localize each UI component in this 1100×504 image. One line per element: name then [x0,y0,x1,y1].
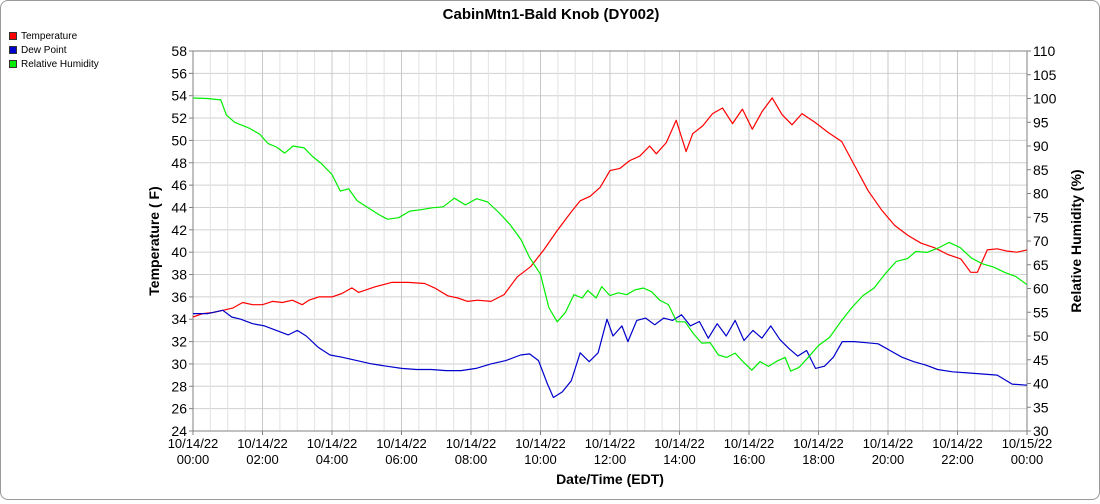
right-y-tick-label: 75 [1033,209,1049,225]
right-y-tick-label: 80 [1033,186,1049,202]
legend-item-relative-humidity: Relative Humidity [9,57,99,71]
series-line-temperature [192,97,1028,318]
right-y-tick-label: 40 [1033,376,1049,392]
series-layer [192,97,1028,399]
legend: Temperature Dew Point Relative Humidity [9,29,99,71]
x-tick-date-label: 10/14/22 [793,436,844,451]
left-y-tick-label: 36 [171,289,187,305]
x-tick-date-label: 10/14/22 [654,436,705,451]
x-tick-date-label: 10/14/22 [863,436,914,451]
left-y-tick-label: 24 [171,423,187,439]
legend-label: Dew Point [21,44,67,56]
series-line-dew-point [193,309,1028,399]
x-tick-date-label: 10/14/22 [307,436,358,451]
x-tick-date-label: 10/15/22 [1002,436,1053,451]
right-y-tick-label: 30 [1033,423,1049,439]
left-y-tick-label: 32 [171,334,187,350]
left-y-tick-label: 58 [171,43,187,59]
x-tick-date-label: 10/14/22 [585,436,636,451]
left-y-tick-label: 28 [171,378,187,394]
left-y-tick-label: 50 [171,132,187,148]
legend-swatch [9,60,17,68]
x-axis-label: Date/Time (EDT) [556,471,664,487]
left-y-tick-label: 38 [171,267,187,283]
legend-swatch [9,46,17,54]
left-y-tick-label: 56 [171,65,187,81]
right-y-tick-label: 105 [1033,67,1057,83]
left-y-tick-label: 52 [171,110,187,126]
x-tick-date-label: 10/14/22 [515,436,566,451]
right-y-axis-label: Relative Humidity (%) [1068,169,1084,312]
x-tick-date-label: 10/14/22 [168,436,219,451]
x-tick-time-label: 06:00 [385,452,418,467]
right-y-tick-label: 35 [1033,399,1049,415]
series-line-relative-humidity [192,97,1028,372]
x-tick-time-label: 00:00 [177,452,210,467]
legend-label: Relative Humidity [21,58,99,70]
left-y-tick-label: 40 [171,244,187,260]
x-tick-labels: 10/14/2200:0010/14/2202:0010/14/2204:001… [168,431,1053,467]
x-tick-time-label: 22:00 [941,452,974,467]
x-tick-date-label: 10/14/22 [237,436,288,451]
x-tick-time-label: 08:00 [455,452,488,467]
right-y-tick-label: 95 [1033,114,1049,130]
left-y-tick-label: 54 [171,88,187,104]
left-y-tick-labels: 24 26 28 30 32 34 36 38 40 42 44 46 48 50 52 54 56 58 [171,43,193,439]
right-y-tick-label: 65 [1033,257,1049,273]
left-y-tick-label: 26 [171,401,187,417]
x-tick-date-label: 10/14/22 [724,436,775,451]
x-tick-time-label: 14:00 [663,452,696,467]
x-tick-time-label: 10:00 [524,452,557,467]
right-y-tick-label: 90 [1033,138,1049,154]
x-tick-time-label: 04:00 [316,452,349,467]
right-y-tick-label: 50 [1033,328,1049,344]
right-y-tick-label: 55 [1033,304,1049,320]
x-tick-date-label: 10/14/22 [376,436,427,451]
left-y-tick-label: 42 [171,222,187,238]
left-y-axis-label: Temperature ( F) [146,186,162,295]
x-tick-time-label: 02:00 [246,452,279,467]
left-y-tick-label: 46 [171,177,187,193]
legend-item-dew-point: Dew Point [9,43,99,57]
x-tick-time-label: 18:00 [802,452,835,467]
x-tick-time-label: 20:00 [872,452,905,467]
right-y-tick-label: 85 [1033,162,1049,178]
legend-label: Temperature [21,30,78,42]
left-y-tick-label: 48 [171,155,187,171]
chart-title: CabinMtn1-Bald Knob (DY002) [443,6,660,23]
x-tick-date-label: 10/14/22 [932,436,983,451]
right-y-tick-label: 45 [1033,352,1049,368]
x-tick-date-label: 10/14/22 [446,436,497,451]
x-tick-time-label: 00:00 [1011,452,1044,467]
x-tick-time-label: 16:00 [733,452,766,467]
right-y-tick-label: 60 [1033,281,1049,297]
left-y-tick-label: 34 [171,311,187,327]
grid-lines [192,50,1028,432]
left-y-tick-label: 30 [171,356,187,372]
right-y-tick-label: 100 [1033,91,1057,107]
right-y-tick-label: 70 [1033,233,1049,249]
right-y-tick-label: 110 [1033,43,1056,59]
x-tick-time-label: 12:00 [594,452,627,467]
legend-item-temperature: Temperature [9,29,99,43]
left-y-tick-label: 44 [171,199,187,215]
legend-swatch [9,32,17,40]
right-y-tick-labels: 30 35 40 45 50 55 60 65 70 75 80 85 90 95 100 105 110 [1027,43,1057,439]
